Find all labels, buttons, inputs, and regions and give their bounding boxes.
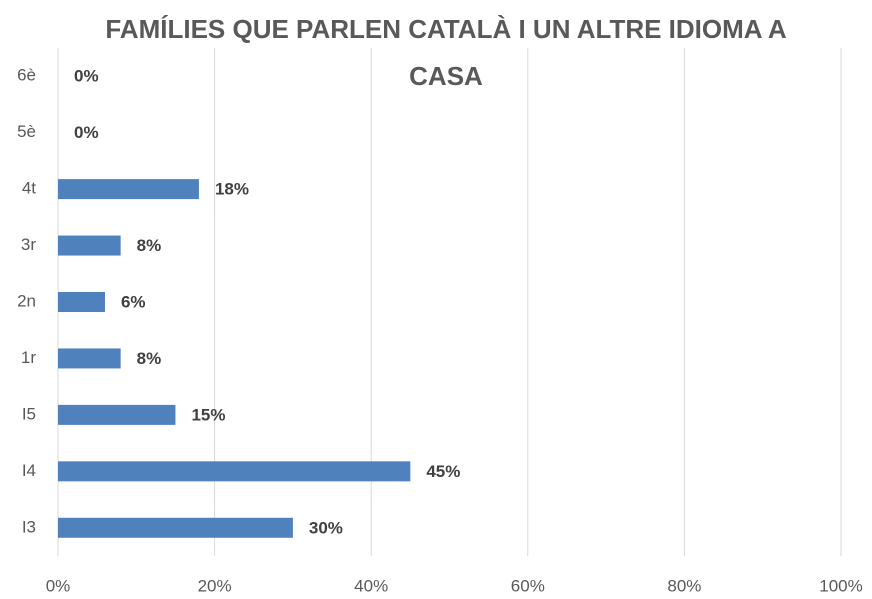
- value-label: 30%: [309, 518, 343, 537]
- y-tick-label: I3: [22, 517, 36, 536]
- bar: [58, 179, 199, 200]
- bar: [58, 404, 176, 425]
- value-label: 0%: [74, 67, 99, 86]
- y-tick-label: 3r: [21, 235, 36, 254]
- y-tick-label: 2n: [17, 291, 36, 310]
- value-label: 45%: [426, 462, 460, 481]
- bar: [58, 235, 121, 256]
- bar: [58, 517, 293, 538]
- chart-title: FAMÍLIES QUE PARLEN CATALÀ I UN ALTRE ID…: [105, 14, 787, 91]
- x-tick-label: 60%: [511, 576, 545, 595]
- x-tick-label: 20%: [198, 576, 232, 595]
- x-tick-label: 0%: [46, 576, 71, 595]
- value-label: 8%: [137, 349, 162, 368]
- value-label: 8%: [137, 236, 162, 255]
- y-tick-label: 1r: [21, 348, 36, 367]
- value-label: 18%: [215, 180, 249, 199]
- y-tick-label: 5è: [17, 122, 36, 141]
- value-label: 0%: [74, 123, 99, 142]
- bar: [58, 461, 411, 482]
- y-tick-label: I4: [22, 461, 36, 480]
- value-label: 6%: [121, 292, 146, 311]
- value-label: 15%: [191, 405, 225, 424]
- y-tick-label: 6è: [17, 66, 36, 85]
- y-tick-label: 4t: [22, 179, 36, 198]
- x-tick-label: 100%: [819, 576, 862, 595]
- bar: [58, 348, 121, 369]
- y-tick-label: I5: [22, 404, 36, 423]
- bar: [58, 292, 105, 312]
- x-tick-label: 80%: [667, 576, 701, 595]
- x-tick-label: 40%: [354, 576, 388, 595]
